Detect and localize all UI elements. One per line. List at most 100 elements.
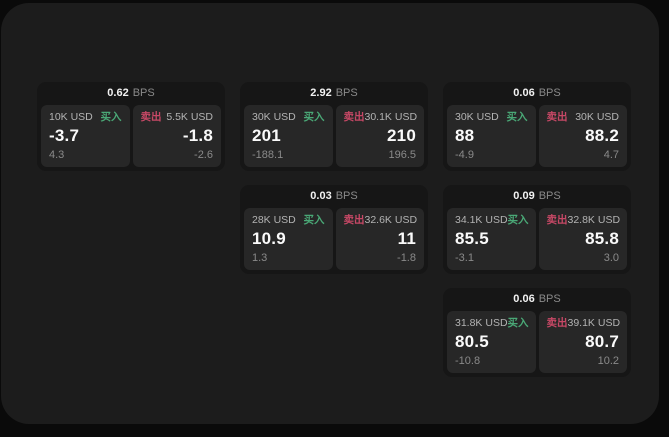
sell-panel[interactable]: 卖出 30.1K USD 210 196.5	[335, 105, 424, 167]
sell-notional: 32.6K USD	[364, 214, 418, 226]
buy-panel[interactable]: 34.1K USD 买入 85.5 -3.1	[447, 208, 536, 270]
buy-price: 85.5	[455, 228, 489, 248]
bps-unit-label: BPS	[538, 87, 561, 99]
buy-panel-top: 30K USD 买入	[455, 111, 528, 124]
sell-side-label: 卖出	[546, 214, 568, 226]
sell-change: -2.6	[194, 149, 213, 161]
card-header: 0.06 BPS	[447, 288, 627, 311]
buy-notional: 30K USD	[455, 111, 499, 123]
sell-panel-top: 卖出 30K USD	[546, 111, 620, 124]
sell-price: 85.8	[585, 228, 619, 248]
sell-panel-top: 卖出 30.1K USD	[343, 111, 418, 124]
quote-card: 0.09 BPS 34.1K USD 买入 85.5 -3.1 卖出 32.8K…	[443, 185, 631, 274]
buy-side-label: 买入	[100, 111, 122, 123]
buy-notional: 10K USD	[49, 111, 93, 123]
sell-panel[interactable]: 卖出 32.6K USD 11 -1.8	[335, 208, 424, 270]
sell-price: 88.2	[585, 125, 619, 145]
card-body: 30K USD 买入 88 -4.9 卖出 30K USD 88.2 4.7	[447, 105, 627, 167]
sell-notional: 39.1K USD	[567, 317, 621, 329]
sell-change: 4.7	[603, 149, 619, 161]
buy-change: -10.8	[455, 355, 481, 367]
buy-change: -3.1	[455, 252, 474, 264]
cards-layer: 0.62 BPS 10K USD 买入 -3.7 4.3 卖出 5.5K USD…	[1, 3, 659, 424]
bps-value: 0.06	[513, 293, 535, 305]
sell-panel-top: 卖出 32.8K USD	[546, 214, 621, 227]
buy-notional: 28K USD	[252, 214, 296, 226]
bps-value: 0.06	[513, 87, 535, 99]
sell-price: 210	[387, 125, 416, 145]
sell-change: 3.0	[603, 252, 619, 264]
buy-side-label: 买入	[506, 111, 528, 123]
sell-notional: 30K USD	[575, 111, 619, 123]
bps-unit-label: BPS	[538, 190, 561, 202]
buy-panel[interactable]: 28K USD 买入 10.9 1.3	[244, 208, 333, 270]
sell-panel[interactable]: 卖出 5.5K USD -1.8 -2.6	[132, 105, 221, 167]
buy-side-label: 买入	[507, 214, 529, 226]
sell-panel-top: 卖出 39.1K USD	[546, 317, 621, 330]
bps-unit-label: BPS	[335, 190, 358, 202]
sell-panel-top: 卖出 5.5K USD	[140, 111, 214, 124]
sell-notional: 32.8K USD	[567, 214, 621, 226]
buy-panel-top: 34.1K USD 买入	[455, 214, 529, 227]
sell-notional: 30.1K USD	[364, 111, 418, 123]
quote-card: 0.06 BPS 30K USD 买入 88 -4.9 卖出 30K USD 8…	[443, 82, 631, 171]
sell-side-label: 卖出	[343, 214, 365, 226]
buy-price: 201	[252, 125, 281, 145]
sell-price: -1.8	[182, 125, 213, 145]
sell-price: 80.7	[585, 331, 619, 351]
sell-panel[interactable]: 卖出 39.1K USD 80.7 10.2	[538, 311, 627, 373]
buy-change: -4.9	[455, 149, 474, 161]
buy-notional: 31.8K USD	[455, 317, 508, 329]
bps-value: 0.09	[513, 190, 535, 202]
buy-notional: 30K USD	[252, 111, 296, 123]
sell-notional: 5.5K USD	[166, 111, 213, 123]
card-body: 30K USD 买入 201 -188.1 卖出 30.1K USD 210 1…	[244, 105, 424, 167]
buy-side-label: 买入	[507, 317, 529, 329]
bps-unit-label: BPS	[335, 87, 358, 99]
quote-card: 0.62 BPS 10K USD 买入 -3.7 4.3 卖出 5.5K USD…	[37, 82, 225, 171]
card-body: 10K USD 买入 -3.7 4.3 卖出 5.5K USD -1.8 -2.…	[41, 105, 221, 167]
card-header: 2.92 BPS	[244, 82, 424, 105]
card-body: 34.1K USD 买入 85.5 -3.1 卖出 32.8K USD 85.8…	[447, 208, 627, 270]
buy-change: -188.1	[252, 149, 284, 161]
buy-panel-top: 10K USD 买入	[49, 111, 122, 124]
card-header: 0.06 BPS	[447, 82, 627, 105]
quote-card: 0.06 BPS 31.8K USD 买入 80.5 -10.8 卖出 39.1…	[443, 288, 631, 377]
bps-value: 0.62	[107, 87, 129, 99]
card-header: 0.62 BPS	[41, 82, 221, 105]
card-body: 31.8K USD 买入 80.5 -10.8 卖出 39.1K USD 80.…	[447, 311, 627, 373]
buy-panel[interactable]: 31.8K USD 买入 80.5 -10.8	[447, 311, 536, 373]
buy-price: 88	[455, 125, 475, 145]
buy-panel[interactable]: 30K USD 买入 88 -4.9	[447, 105, 536, 167]
buy-side-label: 买入	[303, 111, 325, 123]
bps-value: 0.03	[310, 190, 332, 202]
quote-card: 2.92 BPS 30K USD 买入 201 -188.1 卖出 30.1K …	[240, 82, 428, 171]
sell-change: 196.5	[388, 149, 416, 161]
card-body: 28K USD 买入 10.9 1.3 卖出 32.6K USD 11 -1.8	[244, 208, 424, 270]
sell-panel[interactable]: 卖出 32.8K USD 85.8 3.0	[538, 208, 627, 270]
sell-change: -1.8	[397, 252, 416, 264]
buy-change: 1.3	[252, 252, 268, 264]
sell-side-label: 卖出	[140, 111, 162, 123]
app-window: 0.62 BPS 10K USD 买入 -3.7 4.3 卖出 5.5K USD…	[1, 3, 659, 424]
sell-panel[interactable]: 卖出 30K USD 88.2 4.7	[538, 105, 627, 167]
sell-change: 10.2	[597, 355, 619, 367]
buy-change: 4.3	[49, 149, 65, 161]
quote-card: 0.03 BPS 28K USD 买入 10.9 1.3 卖出 32.6K US…	[240, 185, 428, 274]
sell-panel-top: 卖出 32.6K USD	[343, 214, 418, 227]
sell-side-label: 卖出	[546, 111, 568, 123]
buy-panel[interactable]: 10K USD 买入 -3.7 4.3	[41, 105, 130, 167]
buy-panel-top: 31.8K USD 买入	[455, 317, 529, 330]
buy-panel[interactable]: 30K USD 买入 201 -188.1	[244, 105, 333, 167]
buy-panel-top: 28K USD 买入	[252, 214, 325, 227]
buy-side-label: 买入	[303, 214, 325, 226]
buy-price: 80.5	[455, 331, 489, 351]
sell-side-label: 卖出	[546, 317, 568, 329]
sell-side-label: 卖出	[343, 111, 365, 123]
buy-panel-top: 30K USD 买入	[252, 111, 325, 124]
bps-unit-label: BPS	[132, 87, 155, 99]
buy-price: -3.7	[49, 125, 80, 145]
bps-unit-label: BPS	[538, 293, 561, 305]
buy-price: 10.9	[252, 228, 286, 248]
card-header: 0.09 BPS	[447, 185, 627, 208]
